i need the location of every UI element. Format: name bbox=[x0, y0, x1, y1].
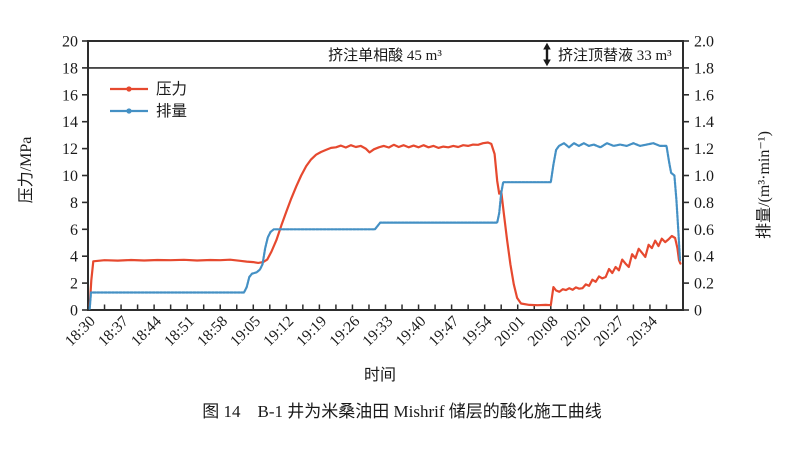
y-right-tick-label: 0.8 bbox=[694, 195, 714, 212]
legend: 压力 排量 bbox=[110, 80, 187, 120]
x-tick-label: 20:27 bbox=[591, 313, 628, 350]
y-axis-left-title: 压力/MPa bbox=[17, 137, 35, 204]
x-tick-label: 19:33 bbox=[359, 313, 396, 350]
x-tick-label: 20:34 bbox=[624, 313, 661, 350]
y-left-tick-label: 20 bbox=[62, 34, 78, 51]
x-tick-label: 18:30 bbox=[62, 313, 99, 350]
x-tick-label: 18:44 bbox=[128, 313, 165, 350]
x-tick-label: 19:26 bbox=[326, 313, 363, 350]
legend-label-flow: 排量 bbox=[156, 102, 187, 120]
y-right-tick-label: 0.4 bbox=[694, 249, 714, 266]
pressure-series-line bbox=[88, 141, 682, 308]
y-right-tick-label: 2.0 bbox=[694, 34, 714, 51]
x-tick-label: 20:01 bbox=[492, 313, 529, 350]
y-right-tick-label: 1.4 bbox=[694, 114, 714, 131]
y-left-tick-label: 0 bbox=[70, 303, 78, 320]
y-left-tick-label: 16 bbox=[62, 87, 78, 104]
y-left-tick-label: 6 bbox=[70, 222, 78, 239]
annotation-single-phase-acid: 挤注单相酸 45 m³ bbox=[328, 47, 442, 64]
y-right-tick-label: 1.2 bbox=[694, 141, 714, 158]
y-left-tick-label: 2 bbox=[70, 276, 78, 293]
x-axis-title: 时间 bbox=[364, 366, 396, 384]
x-axis-tick-labels: 18:3018:3718:4418:5118:5819:0519:1219:19… bbox=[62, 313, 661, 350]
y-right-tick-label: 1.8 bbox=[694, 60, 714, 77]
legend-flow-marker bbox=[126, 108, 132, 114]
x-tick-label: 20:20 bbox=[558, 313, 595, 350]
y-right-tick-label: 0.6 bbox=[694, 222, 714, 239]
y-left-tick-label: 8 bbox=[70, 195, 78, 212]
x-tick-label: 18:51 bbox=[161, 313, 198, 350]
y-axis-right-title: 排量/(m³·min⁻¹) bbox=[755, 131, 773, 239]
y-right-tick-label: 0.2 bbox=[694, 276, 714, 293]
x-tick-label: 18:58 bbox=[194, 313, 231, 350]
legend-label-pressure: 压力 bbox=[156, 80, 187, 98]
x-tick-label: 20:08 bbox=[525, 313, 562, 350]
x-tick-label: 19:47 bbox=[425, 313, 462, 350]
legend-pressure-marker bbox=[126, 86, 132, 92]
y-left-tick-label: 18 bbox=[62, 60, 78, 77]
y-left-tick-label: 10 bbox=[62, 168, 78, 185]
y-right-tick-label: 1.0 bbox=[694, 168, 714, 185]
series-lines bbox=[88, 141, 682, 310]
x-tick-label: 19:54 bbox=[459, 313, 496, 350]
x-tick-label: 19:12 bbox=[260, 313, 297, 350]
y-left-tick-label: 14 bbox=[62, 114, 78, 131]
y-axis-right-ticks: 0 0.2 0.4 0.6 0.8 1.0 1.2 1.4 1.6 1.8 2.0 bbox=[683, 34, 714, 320]
vertical-double-arrow-icon bbox=[543, 42, 551, 67]
figure-caption: 图 14 B-1 井为米桑油田 Mishrif 储层的酸化施工曲线 bbox=[202, 402, 602, 421]
y-axis-left-ticks: 0 2 4 6 8 10 12 14 16 18 20 bbox=[62, 34, 88, 320]
y-left-tick-label: 12 bbox=[62, 141, 78, 158]
x-tick-label: 19:19 bbox=[293, 313, 330, 350]
y-left-tick-label: 4 bbox=[70, 249, 78, 266]
y-right-tick-label: 1.6 bbox=[694, 87, 714, 104]
x-tick-label: 18:37 bbox=[95, 313, 132, 350]
x-tick-label: 19:40 bbox=[392, 313, 429, 350]
x-tick-label: 19:05 bbox=[227, 313, 264, 350]
x-axis-ticks bbox=[87, 304, 668, 310]
annotation-displacement-fluid: 挤注顶替液 33 m³ bbox=[558, 47, 672, 64]
y-right-tick-label: 0 bbox=[694, 303, 702, 320]
flow-series-line bbox=[88, 142, 682, 310]
